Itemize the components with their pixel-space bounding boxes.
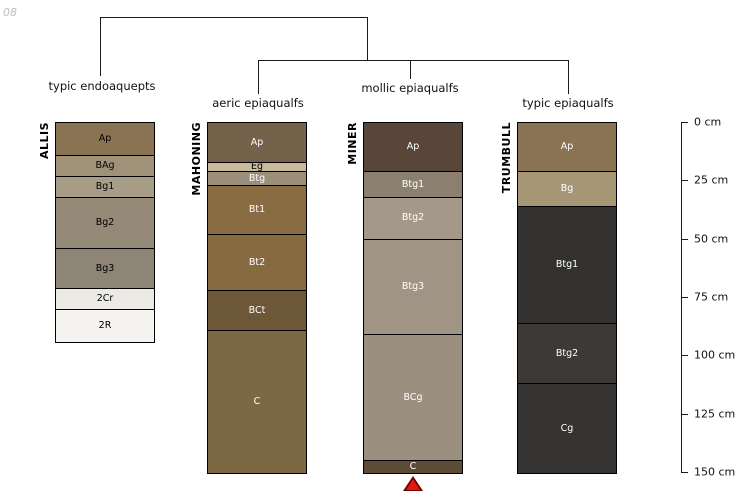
horizon-allis-bg3: Bg3 <box>56 248 154 289</box>
depth-tick <box>681 122 688 123</box>
depth-tick <box>681 297 688 298</box>
horizon-miner-btg1: Btg1 <box>364 172 462 198</box>
horizon-miner-bcg: BCg <box>364 335 462 462</box>
horizon-label: BCt <box>248 304 266 316</box>
horizon-allis-2cr: 2Cr <box>56 288 154 310</box>
depth-tick-label: 100 cm <box>694 348 736 362</box>
soil-column-mahoning: Ap Eg Btg Bt1 Bt2 BCt C <box>207 122 307 474</box>
horizon-miner-ap: Ap <box>364 123 462 172</box>
horizon-label: Bg3 <box>95 262 115 274</box>
horizon-trumbull-ap: Ap <box>518 123 616 172</box>
profile-name-allis: ALLIS <box>38 122 51 160</box>
horizon-mahoning-bt1: Bt1 <box>208 185 306 235</box>
horizon-label: Bt1 <box>248 204 266 216</box>
horizon-label: Btg1 <box>401 178 425 190</box>
depth-tick <box>681 472 688 473</box>
horizon-label: C <box>409 461 417 473</box>
horizon-label: Ap <box>98 133 112 145</box>
soil-column-trumbull: Ap Bg Btg1 Btg2 Cg <box>517 122 617 474</box>
soil-column-allis: Ap BAg Bg1 Bg2 Bg3 2Cr 2R <box>55 122 155 344</box>
corner-label: 08 <box>3 6 17 19</box>
horizon-label: Ap <box>250 136 264 148</box>
horizon-mahoning-bct: BCt <box>208 290 306 331</box>
sample-marker-fill <box>406 479 420 490</box>
horizon-allis-2r: 2R <box>56 309 154 343</box>
dendrogram-line <box>258 60 259 94</box>
horizon-label: Bg <box>560 183 574 195</box>
horizon-mahoning-ap: Ap <box>208 123 306 163</box>
horizon-label: Btg2 <box>401 212 425 224</box>
horizon-trumbull-btg2: Btg2 <box>518 323 616 385</box>
depth-tick <box>681 180 688 182</box>
dendrogram-line <box>100 17 101 76</box>
horizon-miner-btg2: Btg2 <box>364 197 462 240</box>
horizon-label: Btg <box>248 172 266 184</box>
dendrogram-line <box>258 60 569 61</box>
depth-tick-label: 125 cm <box>694 407 736 421</box>
depth-tick-label: 0 cm <box>694 115 722 129</box>
horizon-allis-bag: BAg <box>56 155 154 177</box>
horizon-trumbull-cg: Cg <box>518 384 616 473</box>
profile-name-miner: MINER <box>346 122 359 165</box>
depth-tick-label: 50 cm <box>694 232 729 246</box>
dendrogram-line <box>367 17 368 61</box>
horizon-label: BCg <box>403 392 423 404</box>
sample-marker <box>403 476 423 491</box>
horizon-label: BAg <box>95 159 115 171</box>
horizon-label: Btg3 <box>401 281 425 293</box>
horizon-allis-bg2: Bg2 <box>56 197 154 249</box>
profile-name-mahoning: MAHONING <box>190 122 203 196</box>
classification-label-typic-epiaqualfs: typic epiaqualfs <box>522 96 614 110</box>
dendrogram-line <box>568 60 569 94</box>
horizon-label: Btg2 <box>555 347 579 359</box>
horizon-label: Eg <box>250 161 264 173</box>
classification-label-aeric-epiaqualfs: aeric epiaqualfs <box>212 96 304 110</box>
horizon-label: 2R <box>98 320 112 332</box>
horizon-miner-btg3: Btg3 <box>364 239 462 336</box>
horizon-label: Bg2 <box>95 217 115 229</box>
horizon-label: Bt2 <box>248 256 266 268</box>
horizon-allis-bg1: Bg1 <box>56 176 154 198</box>
horizon-mahoning-btg: Btg <box>208 171 306 186</box>
classification-label-mollic-epiaqualfs: mollic epiaqualfs <box>361 81 459 95</box>
classification-label-endoaquepts: typic endoaquepts <box>48 79 156 93</box>
depth-tick-label: 75 cm <box>694 290 729 304</box>
horizon-label: C <box>253 396 261 408</box>
horizon-label: Ap <box>406 141 420 153</box>
depth-tick-label: 150 cm <box>694 465 736 479</box>
horizon-label: Cg <box>560 422 574 434</box>
horizon-trumbull-btg1: Btg1 <box>518 207 616 324</box>
horizon-label: 2Cr <box>96 292 114 304</box>
depth-tick <box>681 238 688 240</box>
soil-column-miner: Ap Btg1 Btg2 Btg3 BCg C <box>363 122 463 474</box>
depth-tick <box>681 355 688 357</box>
depth-tick <box>681 413 688 415</box>
horizon-mahoning-eg: Eg <box>208 161 306 173</box>
horizon-mahoning-c: C <box>208 330 306 473</box>
horizon-mahoning-bt2: Bt2 <box>208 234 306 291</box>
dendrogram-line <box>100 17 368 18</box>
dendrogram-line <box>410 60 411 79</box>
horizon-trumbull-bg: Bg <box>518 172 616 207</box>
horizon-label: Ap <box>560 141 574 153</box>
horizon-allis-ap: Ap <box>56 123 154 156</box>
horizon-miner-c: C <box>364 461 462 473</box>
profile-name-trumbull: TRUMBULL <box>500 122 513 194</box>
horizon-label: Bg1 <box>95 180 115 192</box>
depth-tick-label: 25 cm <box>694 173 729 187</box>
horizon-label: Btg1 <box>555 259 579 271</box>
